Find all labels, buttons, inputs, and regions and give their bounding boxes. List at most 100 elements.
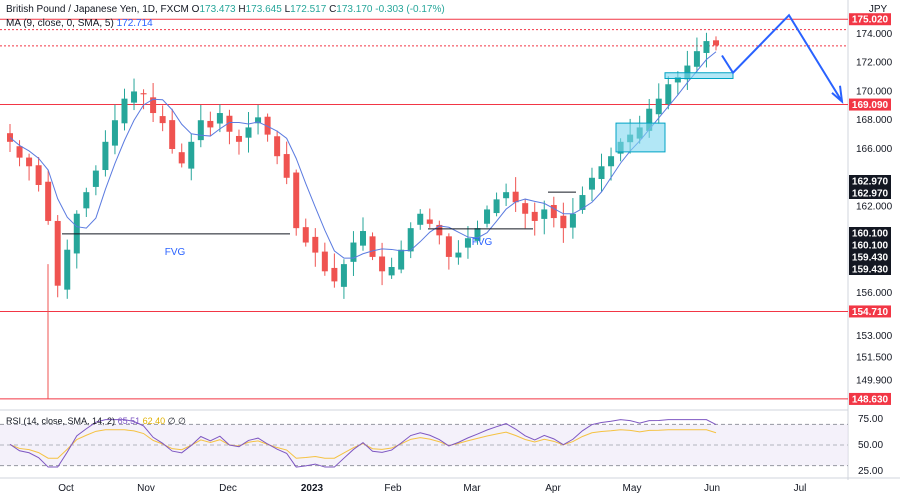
candle-body bbox=[26, 157, 33, 167]
candle-body bbox=[169, 120, 176, 150]
y-tick-label: 162.000 bbox=[856, 202, 893, 213]
candle-body bbox=[608, 156, 615, 167]
ma-line bbox=[9, 51, 717, 259]
candle-body bbox=[340, 264, 347, 287]
ma-label: MA (9, close, 0, SMA, 5) bbox=[6, 18, 114, 29]
candle-body bbox=[503, 192, 510, 199]
candle-body bbox=[398, 249, 405, 270]
price-label-bg bbox=[849, 98, 891, 111]
projection-path bbox=[721, 13, 843, 103]
candle-body bbox=[83, 192, 90, 209]
x-tick-label: Dec bbox=[219, 483, 237, 494]
candle-body bbox=[550, 204, 557, 219]
x-tick-label: 2023 bbox=[301, 483, 324, 494]
ohlc-high: H173.645 bbox=[238, 4, 282, 15]
rsi-line bbox=[9, 419, 717, 468]
fvg-label: FVG bbox=[165, 247, 186, 258]
x-tick-label: Oct bbox=[58, 483, 74, 494]
candle-body bbox=[407, 228, 414, 252]
candle-body bbox=[216, 113, 223, 124]
x-tick-label: Jul bbox=[794, 483, 807, 494]
demand-zone bbox=[615, 122, 666, 153]
candle-body bbox=[436, 224, 443, 236]
candle-body bbox=[111, 120, 118, 146]
candle-body bbox=[703, 41, 710, 53]
rsi-value: 65.51 bbox=[117, 416, 141, 426]
x-tick-label: Mar bbox=[463, 483, 481, 494]
candle-body bbox=[35, 165, 42, 185]
y-tick-label: 149.900 bbox=[856, 376, 893, 387]
symbol-legend: British Pound / Japanese Yen, 1D, FXCM O… bbox=[6, 4, 445, 15]
rsi-sma-line bbox=[9, 429, 717, 459]
candle-body bbox=[417, 213, 424, 225]
rsi-sma-value: 62.40 bbox=[142, 416, 166, 426]
price-label: 159.430 bbox=[849, 251, 891, 264]
candle-body bbox=[54, 220, 61, 286]
candle-body bbox=[541, 209, 548, 219]
ohlc-low: L172.517 bbox=[284, 4, 327, 15]
candle-body bbox=[302, 227, 309, 243]
y-tick-label: 156.000 bbox=[856, 288, 893, 299]
rsi-tick-label: 25.00 bbox=[858, 466, 883, 477]
price-label-text: 160.100 bbox=[852, 241, 889, 252]
x-tick-label: Jun bbox=[704, 483, 720, 494]
price-label: 160.100 bbox=[849, 227, 891, 240]
rsi-label: RSI (14, close, SMA, 14, 2) bbox=[6, 416, 116, 426]
rsi-tick-label: 50.00 bbox=[858, 440, 883, 451]
price-label-bg bbox=[849, 305, 891, 318]
candle-body bbox=[464, 238, 471, 248]
candle-body bbox=[150, 97, 157, 114]
y-tick-label: 166.000 bbox=[856, 144, 893, 155]
price-label-bg bbox=[849, 392, 891, 405]
candle-body bbox=[665, 84, 672, 104]
candle-body bbox=[369, 236, 376, 257]
candle-body bbox=[197, 120, 204, 141]
price-label-bg bbox=[849, 187, 891, 199]
price-label: 175.020 bbox=[849, 13, 891, 26]
candle-body bbox=[16, 146, 23, 158]
candle-body bbox=[388, 266, 395, 276]
price-label-text: 175.020 bbox=[852, 15, 889, 26]
candle-body bbox=[274, 136, 281, 157]
ma-legend[interactable]: MA (9, close, 0, SMA, 5) 172.714 bbox=[6, 18, 153, 29]
price-label-text: 154.710 bbox=[852, 307, 889, 318]
candle-body bbox=[531, 211, 538, 221]
candle-body bbox=[598, 166, 605, 180]
candle-body bbox=[569, 213, 576, 228]
candle-body bbox=[445, 236, 452, 257]
currency-label: JPY bbox=[869, 4, 888, 15]
candle-body bbox=[646, 108, 653, 131]
y-tick-label: 172.000 bbox=[856, 58, 893, 69]
candle-body bbox=[655, 98, 662, 115]
candle-body bbox=[264, 116, 271, 135]
candle-body bbox=[426, 219, 433, 224]
price-label: 169.090 bbox=[849, 98, 891, 111]
candle-body bbox=[560, 215, 567, 229]
candle-body bbox=[140, 93, 147, 95]
price-label-text: 160.100 bbox=[852, 229, 889, 240]
price-label: 160.100 bbox=[849, 239, 891, 252]
y-tick-label: 151.500 bbox=[856, 353, 893, 364]
candle-body bbox=[455, 252, 462, 258]
x-tick-label: Nov bbox=[137, 483, 155, 494]
ohlc-open: O173.473 bbox=[191, 4, 236, 15]
candle-body bbox=[293, 172, 300, 229]
rsi-legend[interactable]: RSI (14, close, SMA, 14, 2) 65.51 62.40 … bbox=[6, 416, 186, 427]
y-tick-label: 168.000 bbox=[856, 115, 893, 126]
ma-value: 172.714 bbox=[116, 18, 153, 29]
candle-body bbox=[188, 141, 195, 169]
price-label: 154.710 bbox=[849, 305, 891, 318]
price-label-text: 159.430 bbox=[852, 265, 889, 276]
candle-body bbox=[693, 51, 700, 67]
candle-body bbox=[178, 152, 185, 164]
ohlc-change: -0.303 (-0.17%) bbox=[375, 4, 445, 15]
candle-body bbox=[121, 98, 128, 124]
candle-body bbox=[45, 181, 52, 221]
candle-body bbox=[350, 242, 357, 262]
x-tick-label: May bbox=[623, 483, 642, 494]
candle-body bbox=[131, 91, 138, 103]
price-label-text: 159.430 bbox=[852, 253, 889, 264]
candle-body bbox=[283, 154, 290, 178]
